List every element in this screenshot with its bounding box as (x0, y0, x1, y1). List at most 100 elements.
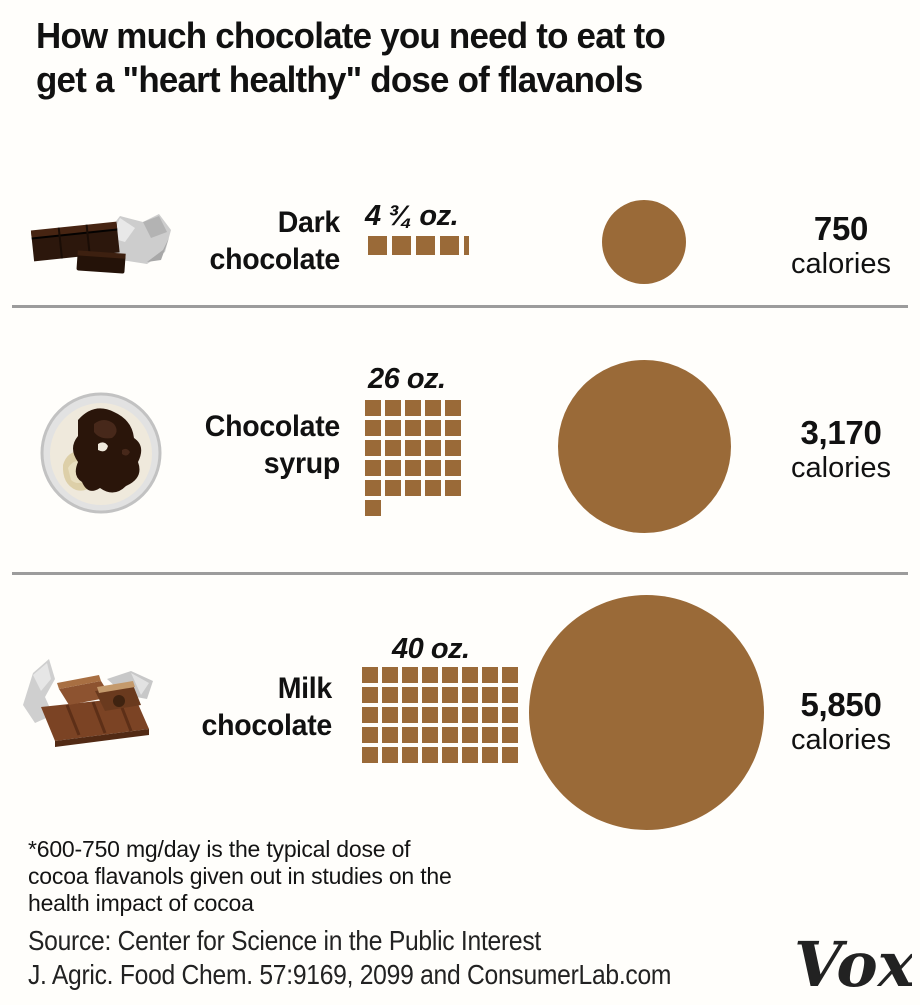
oz-square (385, 480, 401, 496)
oz-square (405, 440, 421, 456)
oz-square (362, 687, 378, 703)
oz-square (462, 747, 478, 763)
oz-square-grid-dark-chocolate (368, 236, 483, 255)
dark-chocolate-photo (30, 214, 171, 274)
oz-square (422, 707, 438, 723)
oz-square (445, 460, 461, 476)
oz-square (405, 460, 421, 476)
oz-square (482, 747, 498, 763)
oz-square (445, 420, 461, 436)
oz-square (382, 667, 398, 683)
syrup-glint (98, 442, 108, 452)
item-label-dark-chocolate: Dark chocolate (112, 204, 341, 278)
oz-square (482, 707, 498, 723)
vox-logo-text: Vox (794, 928, 912, 1001)
oz-square (482, 667, 498, 683)
oz-square (422, 747, 438, 763)
oz-square (385, 440, 401, 456)
milk-piece-1-top (57, 675, 101, 689)
oz-square (442, 707, 458, 723)
source-line: Source: Center for Science in the Public… (28, 925, 541, 956)
foil-shade (143, 216, 167, 238)
dark-bar-piece-top (77, 250, 126, 259)
item-label-chocolate-syrup: Chocolate syrup (112, 408, 340, 482)
syrup-sheen2 (122, 448, 130, 456)
calories-dark-chocolate: 750 calories (768, 210, 914, 281)
page-title: How much chocolate you need to eat to ge… (36, 14, 666, 102)
milk-chocolate-photo (23, 659, 153, 747)
oz-square (382, 687, 398, 703)
oz-square (402, 707, 418, 723)
item-label-line: Dark (277, 206, 341, 239)
milk-piece-nut (113, 695, 125, 707)
item-label-line: Milk (277, 672, 333, 705)
milk-piece-filling (97, 681, 135, 693)
oz-square-grid-chocolate-syrup (365, 400, 461, 516)
oz-square (402, 747, 418, 763)
oz-square (365, 480, 381, 496)
oz-square (462, 687, 478, 703)
chocolate-syrup-photo (40, 392, 162, 514)
oz-square (425, 480, 441, 496)
oz-square (368, 236, 387, 255)
amount-label-dark-chocolate: 4 ¾ oz. (365, 200, 459, 232)
oz-square (502, 727, 518, 743)
oz-square (422, 667, 438, 683)
oz-square (482, 727, 498, 743)
calorie-circle-dark-chocolate (602, 200, 686, 284)
oz-square (442, 667, 458, 683)
bar-groove (85, 224, 91, 256)
oz-square (385, 420, 401, 436)
row-divider-1 (12, 305, 908, 308)
bar-groove (91, 701, 107, 734)
amount-label-milk-chocolate: 40 oz. (392, 633, 470, 665)
oz-square (445, 480, 461, 496)
oz-square (440, 236, 459, 255)
oz-square (405, 480, 421, 496)
oz-square-grid-milk-chocolate (362, 667, 518, 763)
bar-groove (57, 227, 63, 259)
oz-square (382, 707, 398, 723)
oz-square (442, 687, 458, 703)
foil-right-highlight (131, 673, 149, 695)
amount-label-chocolate-syrup: 26 oz. (368, 363, 446, 395)
oz-square (462, 727, 478, 743)
calories-unit: calories (791, 452, 891, 484)
row-divider-2 (12, 572, 908, 575)
calories-value: 3,170 (800, 414, 882, 451)
footnote-line: health impact of cocoa (28, 890, 254, 916)
oz-square (402, 687, 418, 703)
oz-square (382, 747, 398, 763)
oz-square (502, 747, 518, 763)
item-label-line: Chocolate (204, 410, 340, 443)
bowl-edge (40, 392, 162, 514)
footnote: *600-750 mg/day is the typical dose of c… (28, 836, 452, 917)
source-credit: Source: Center for Science in the Public… (28, 924, 671, 992)
oz-square (422, 687, 438, 703)
foil-shade2 (147, 238, 169, 262)
oz-square (362, 747, 378, 763)
oz-square (382, 727, 398, 743)
oz-square (502, 687, 518, 703)
bar-groove (65, 704, 81, 736)
oz-square (405, 400, 421, 416)
oz-square (462, 667, 478, 683)
page-title-line2: get a "heart healthy" dose of flavanols (36, 59, 643, 100)
oz-square (385, 460, 401, 476)
oz-square (402, 667, 418, 683)
item-label-line: chocolate (209, 243, 341, 276)
calories-value: 5,850 (800, 686, 882, 723)
item-label-line: syrup (263, 447, 340, 480)
oz-square (365, 440, 381, 456)
footnote-line: cocoa flavanols given out in studies on … (28, 863, 452, 889)
oz-square (365, 500, 381, 516)
oz-square (445, 440, 461, 456)
oz-square (385, 400, 401, 416)
oz-square (425, 400, 441, 416)
calories-chocolate-syrup: 3,170 calories (768, 414, 914, 485)
oz-square (362, 707, 378, 723)
syrup-sheen (94, 420, 117, 439)
oz-square (365, 420, 381, 436)
oz-square (362, 727, 378, 743)
